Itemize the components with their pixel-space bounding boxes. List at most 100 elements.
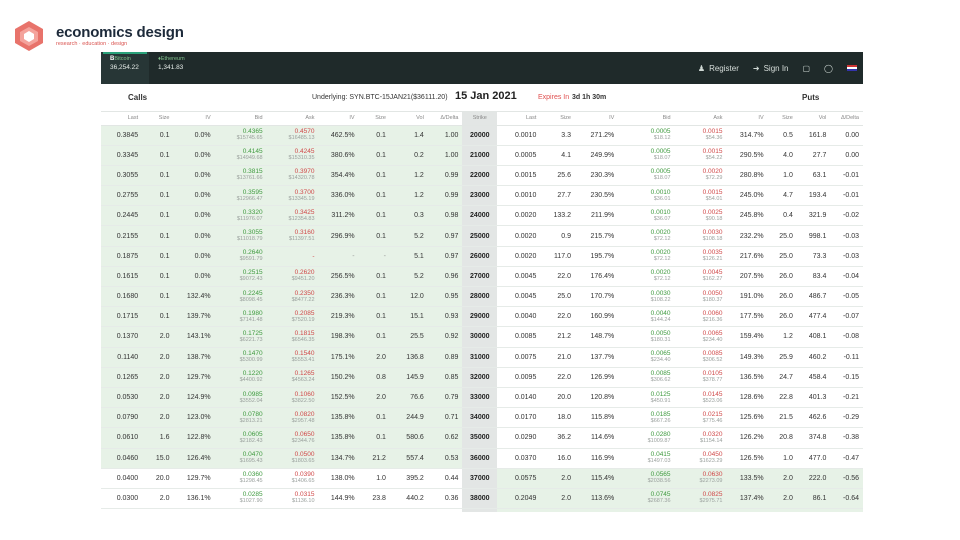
put-column-header[interactable]: Size (540, 112, 575, 126)
bid-cell[interactable]: 0.0185 $667.26 (618, 407, 675, 429)
bid-cell[interactable]: 0.0780 $2813.21 (214, 407, 267, 429)
bid-cell[interactable]: 0.0745 $2687.36 (618, 488, 675, 510)
ask-cell[interactable]: 0.0050 $180.37 (674, 286, 727, 308)
call-column-header[interactable]: Last (101, 112, 143, 126)
bid-cell[interactable]: 0.1980 $7141.48 (214, 306, 267, 328)
ask-cell[interactable]: - (674, 508, 727, 512)
put-column-header[interactable]: Last (497, 112, 541, 126)
put-column-header[interactable]: Size (767, 112, 797, 126)
ask-cell[interactable]: 0.0630 $2273.09 (674, 468, 727, 489)
call-column-header[interactable]: Size (358, 112, 390, 126)
ask-cell[interactable]: 0.1815 $6546.35 (266, 326, 319, 348)
call-column-header[interactable]: IV (173, 112, 215, 126)
ask-cell[interactable]: 0.0450 $1623.29 (674, 448, 727, 469)
bid-cell[interactable]: 0.0005 $18.07 (618, 165, 675, 187)
ask-cell[interactable]: - (266, 246, 319, 267)
asset-tab-ethereum[interactable]: ♦Ethereum 1,341.83 (149, 52, 209, 84)
ask-cell[interactable]: 0.0015 $54.36 (674, 125, 727, 146)
ask-cell[interactable]: 0.3160 $11397.51 (266, 225, 319, 247)
ask-cell[interactable]: 0.0085 $306.52 (674, 347, 727, 368)
bid-cell[interactable]: 0.0285 $1027.90 (214, 488, 267, 510)
put-column-header[interactable]: IV (574, 112, 619, 126)
flag-icon[interactable] (847, 65, 857, 71)
ask-cell[interactable]: 0.3970 $14320.78 (266, 165, 319, 187)
ask-cell[interactable]: 0.0105 $378.77 (674, 367, 727, 388)
call-column-header[interactable]: Vol (389, 112, 428, 126)
ask-cell[interactable]: 0.0025 $90.18 (674, 205, 727, 227)
bid-cell[interactable]: 0.0125 $450.91 (618, 387, 675, 409)
table-row[interactable]: 0.0300 2.0 136.1% 0.0285 $1027.90 0.0315 $1136… (101, 488, 863, 510)
ask-cell[interactable]: 0.3425 $12354.83 (266, 205, 319, 227)
call-column-header[interactable]: Bid (214, 112, 267, 126)
table-row[interactable]: 0.02351.1140.1%0.0220$793.500.0250$901.7… (101, 508, 863, 512)
ask-cell[interactable]: 0.0825 $2975.71 (674, 488, 727, 510)
table-row[interactable]: 0.1140 2.0 138.7% 0.1470 $5300.99 0.1540 $5553… (101, 347, 863, 368)
table-row[interactable]: 0.1370 2.0 143.1% 0.1725 $6221.73 0.1815 $6546… (101, 326, 863, 348)
bid-cell[interactable]: 0.3320 $11976.07 (214, 205, 267, 227)
bid-cell[interactable]: 0.0050 $180.31 (618, 326, 675, 348)
bid-cell[interactable]: 0.4145 $14949.68 (214, 145, 267, 166)
bid-cell[interactable]: 0.2245 $8098.45 (214, 286, 267, 308)
ask-cell[interactable]: 0.2350 $8477.22 (266, 286, 319, 308)
bid-cell[interactable]: 0.0985 $3552.04 (214, 387, 267, 409)
ask-cell[interactable]: 0.0315 $1136.10 (266, 488, 319, 510)
ask-cell[interactable]: 0.0650 $2344.76 (266, 427, 319, 449)
table-row[interactable]: 0.0610 1.6 122.8% 0.0605 $2182.43 0.0650 $2344… (101, 427, 863, 449)
ask-cell[interactable]: 0.1060 $3822.50 (266, 387, 319, 409)
bid-cell[interactable]: 0.0360 $1298.45 (214, 468, 267, 489)
ask-cell[interactable]: 0.0250$901.70 (266, 508, 319, 512)
bid-cell[interactable]: 0.0470 $1695.43 (214, 448, 267, 469)
ask-cell[interactable]: 0.0145 $523.06 (674, 387, 727, 409)
table-row[interactable]: 0.1875 0.1 0.0% 0.2640 $9591.79- - -5.1 0.97 260… (101, 246, 863, 267)
bid-cell[interactable]: 0.1220 $4400.92 (214, 367, 267, 388)
bid-cell[interactable]: 0.1725 $6221.73 (214, 326, 267, 348)
call-column-header[interactable]: Δ/Delta (427, 112, 463, 126)
table-row[interactable]: 0.0400 20.0 129.7% 0.0360 $1298.45 0.0390 $140… (101, 468, 863, 489)
bid-cell[interactable]: 0.0010 $36.01 (618, 185, 675, 207)
table-row[interactable]: 0.0530 2.0 124.9% 0.0985 $3552.04 0.1060 $3822… (101, 387, 863, 409)
table-row[interactable]: 0.3055 0.1 0.0% 0.3815 $13761.66 0.3970 $14320… (101, 165, 863, 187)
bid-cell[interactable]: 0.0005 $18.12 (618, 125, 675, 146)
strike-column-header[interactable]: Strike (462, 112, 498, 126)
put-column-header[interactable]: IV (726, 112, 768, 126)
bid-cell[interactable]: 0.0030 $108.22 (618, 286, 675, 308)
chat-icon[interactable]: ▢ (802, 63, 811, 73)
ask-cell[interactable]: 0.1265 $4563.24 (266, 367, 319, 388)
table-row[interactable]: 0.1715 0.1 139.7% 0.1980 $7141.48 0.2085 $7520… (101, 306, 863, 328)
expiry-date[interactable]: 15 Jan 2021 (455, 90, 517, 102)
ask-cell[interactable]: 0.0015 $54.22 (674, 145, 727, 166)
bid-cell[interactable]: 0.0605 $2182.43 (214, 427, 267, 449)
ask-cell[interactable]: 0.0015 $54.01 (674, 185, 727, 207)
bid-cell[interactable]: 0.0065 $234.40 (618, 347, 675, 368)
bid-cell[interactable]: 0.0220$793.50 (214, 508, 267, 512)
ask-cell[interactable]: 0.0500 $1803.65 (266, 448, 319, 469)
register-link[interactable]: ♟ Register (697, 63, 739, 73)
ask-cell[interactable]: 0.0065 $234.40 (674, 326, 727, 348)
bid-cell[interactable]: 0.2515 $9072.43 (214, 266, 267, 288)
ask-cell[interactable]: 0.0035 $126.21 (674, 246, 727, 267)
bid-cell[interactable]: 0.0010 $36.07 (618, 205, 675, 227)
bid-cell[interactable]: 0.0555$2001.77 (618, 508, 675, 512)
table-row[interactable]: 0.2445 0.1 0.0% 0.3320 $11976.07 0.3425 $12354… (101, 205, 863, 227)
bid-cell[interactable]: 0.3595 $12966.47 (214, 185, 267, 207)
bid-cell[interactable]: 0.0280 $1009.87 (618, 427, 675, 449)
bell-icon[interactable]: ◯ (824, 63, 833, 73)
bid-cell[interactable]: 0.0020 $72.12 (618, 266, 675, 288)
ask-cell[interactable]: 0.0215 $775.46 (674, 407, 727, 429)
ask-cell[interactable]: 0.0020 $72.29 (674, 165, 727, 187)
table-row[interactable]: 0.0460 15.0 126.4% 0.0470 $1695.43 0.0500 $180… (101, 448, 863, 469)
bid-cell[interactable]: 0.0020 $72.12 (618, 225, 675, 247)
ask-cell[interactable]: 0.0320 $1154.14 (674, 427, 727, 449)
ask-cell[interactable]: 0.2620 $9451.20 (266, 266, 319, 288)
call-column-header[interactable]: IV (318, 112, 359, 126)
bid-cell[interactable]: 0.0040 $144.24 (618, 306, 675, 328)
bid-cell[interactable]: 0.0085 $306.62 (618, 367, 675, 388)
table-row[interactable]: 0.0790 2.0 123.0% 0.0780 $2813.21 0.0820 $2957… (101, 407, 863, 429)
bid-cell[interactable]: 0.2640 $9591.79 (214, 246, 267, 267)
bid-cell[interactable]: 0.0565 $2038.56 (618, 468, 675, 489)
table-row[interactable]: 0.1680 0.1 132.4% 0.2245 $8098.45 0.2350 $8477… (101, 286, 863, 308)
bid-cell[interactable]: 0.0005 $18.07 (618, 145, 675, 166)
put-column-header[interactable]: Δ/Delta (830, 112, 863, 126)
ask-cell[interactable]: 0.4245 $15310.35 (266, 145, 319, 166)
table-row[interactable]: 0.2155 0.1 0.0% 0.3055 $11018.79 0.3160 $11397… (101, 225, 863, 247)
